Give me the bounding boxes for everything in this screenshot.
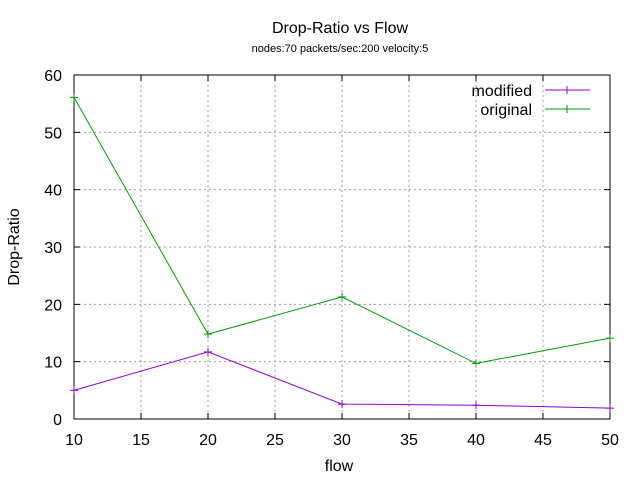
x-tick-label: 50 xyxy=(601,432,619,449)
data-point-modified xyxy=(70,386,78,395)
y-axis-label: Drop-Ratio xyxy=(6,208,23,285)
data-point-modified xyxy=(204,347,212,356)
y-tick-label: 20 xyxy=(44,297,62,314)
series-modified xyxy=(70,347,614,413)
chart-title: Drop-Ratio vs Flow xyxy=(272,20,408,37)
x-tick-label: 35 xyxy=(400,432,418,449)
x-tick-label: 25 xyxy=(266,432,284,449)
x-tick-label: 10 xyxy=(65,432,83,449)
legend-marker-modified xyxy=(563,86,571,94)
legend-label-original: original xyxy=(480,102,532,119)
x-axis-label: flow xyxy=(325,458,354,475)
series-layer xyxy=(70,93,614,413)
x-tick-label: 15 xyxy=(132,432,150,449)
series-original xyxy=(70,93,614,368)
data-point-original xyxy=(606,334,614,343)
data-point-original xyxy=(472,359,480,368)
y-tick-label: 50 xyxy=(44,125,62,142)
legend-label-modified: modified xyxy=(472,83,532,100)
grid xyxy=(74,75,610,419)
data-point-modified xyxy=(606,404,614,413)
y-tick-label: 60 xyxy=(44,68,62,85)
legend-marker-original xyxy=(563,105,571,113)
x-tick-label: 45 xyxy=(534,432,552,449)
data-point-original xyxy=(204,330,212,339)
data-point-original xyxy=(338,292,346,301)
x-tick-label: 20 xyxy=(199,432,217,449)
data-point-original xyxy=(70,93,78,102)
data-point-modified xyxy=(338,400,346,409)
chart-subtitle: nodes:70 packets/sec:200 velocity:5 xyxy=(252,43,429,55)
legend: modified original xyxy=(472,83,590,119)
y-tick-label: 10 xyxy=(44,355,62,372)
y-tick-label: 30 xyxy=(44,240,62,257)
y-tick-label: 0 xyxy=(53,412,62,429)
y-tick-label: 40 xyxy=(44,183,62,200)
x-tick-label: 40 xyxy=(467,432,485,449)
data-point-modified xyxy=(472,401,480,410)
x-tick-label: 30 xyxy=(333,432,351,449)
